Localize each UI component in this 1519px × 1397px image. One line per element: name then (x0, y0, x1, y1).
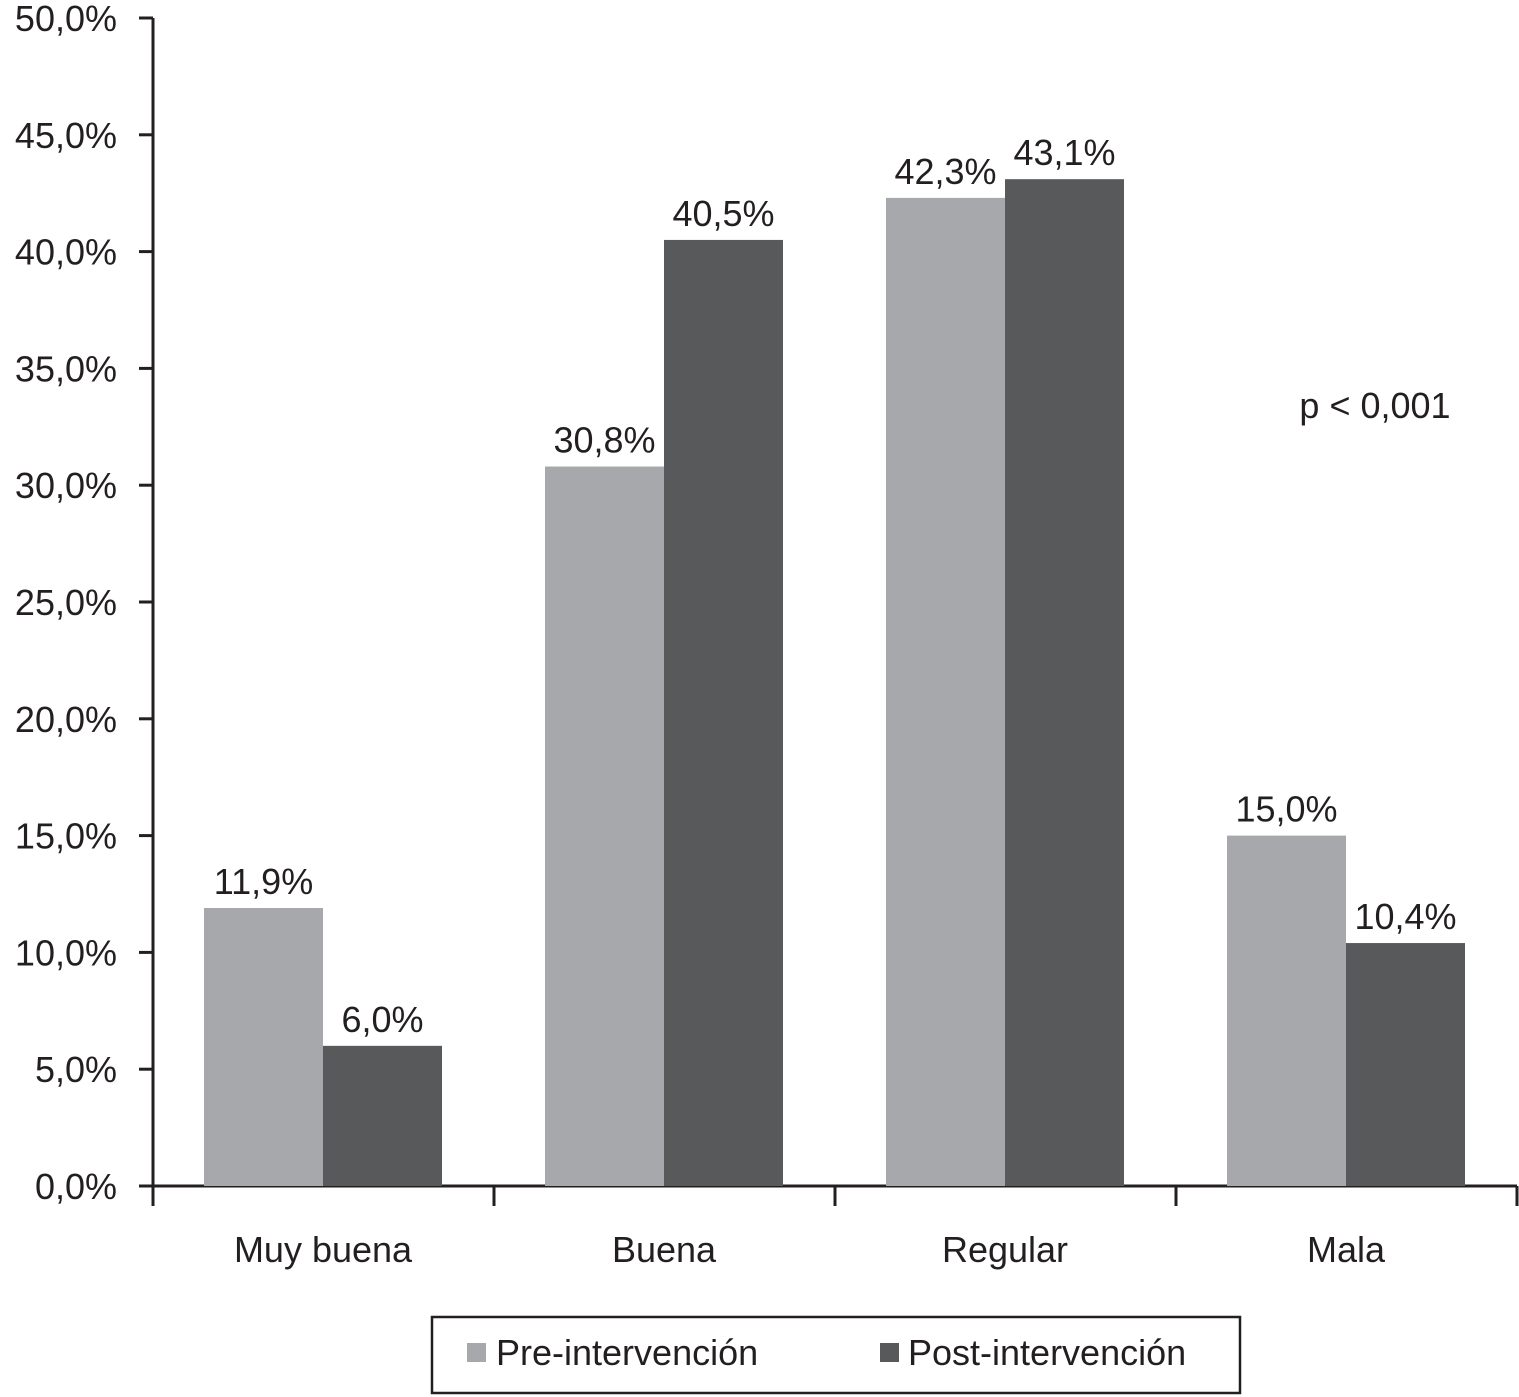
legend-label-pre-intervencion: Pre-intervención (496, 1332, 758, 1373)
x-axis: Muy buena Buena Regular Mala (151, 1184, 1519, 1270)
bar-value-labels: 11,9% 30,8% 42,3% 15,0% 6,0% 40,5% 43,1% 10,4% (214, 132, 1457, 1040)
y-tick-label: 45,0% (15, 115, 117, 156)
bar-post-1 (664, 239, 783, 1187)
y-tick-label: 40,0% (15, 232, 117, 273)
bar-pre-3 (1227, 835, 1346, 1186)
bar-value-label: 6,0% (341, 999, 423, 1040)
legend: Pre-intervención Post-intervención (430, 1315, 1242, 1395)
bar-value-label: 15,0% (1235, 789, 1337, 830)
x-category-label: Regular (942, 1229, 1068, 1270)
bar-pre-2 (886, 197, 1005, 1186)
bar-post-3 (1346, 943, 1465, 1186)
bars (204, 179, 1465, 1187)
x-category-label: Mala (1307, 1229, 1386, 1270)
y-tick-label: 5,0% (35, 1049, 117, 1090)
bar-post-0 (323, 1045, 442, 1186)
y-tick-label: 25,0% (15, 582, 117, 623)
legend-frame (430, 1315, 1242, 1395)
bar-pre-0 (204, 908, 323, 1186)
y-tick-label: 30,0% (15, 465, 117, 506)
y-tick-label: 15,0% (15, 816, 117, 857)
legend-swatch-post-intervencion (880, 1343, 899, 1362)
bar-value-label: 11,9% (214, 861, 313, 902)
x-category-label: Muy buena (234, 1229, 413, 1270)
p-value-annotation: p < 0,001 (1299, 385, 1450, 426)
y-axis: 0,0% 5,0% 10,0% 15,0% 20,0% 25,0% 30,0% 35,0% 40… (15, 0, 155, 1207)
bar-pre-1 (545, 466, 664, 1187)
legend-swatch-pre-intervencion (467, 1343, 486, 1362)
bar-value-label: 30,8% (553, 420, 655, 461)
y-tick-label: 35,0% (15, 348, 117, 389)
bar-value-label: 43,1% (1013, 132, 1115, 173)
bar-post-2 (1005, 179, 1124, 1186)
y-tick-label: 10,0% (15, 932, 117, 973)
bar-value-label: 40,5% (672, 193, 774, 234)
legend-label-post-intervencion: Post-intervención (908, 1332, 1186, 1373)
y-tick-label: 20,0% (15, 699, 117, 740)
bar-value-label: 42,3% (894, 151, 996, 192)
y-tick-label: 50,0% (15, 0, 117, 39)
x-category-label: Buena (612, 1229, 717, 1270)
bar-value-label: 10,4% (1354, 896, 1456, 937)
y-tick-label: 0,0% (35, 1166, 117, 1207)
